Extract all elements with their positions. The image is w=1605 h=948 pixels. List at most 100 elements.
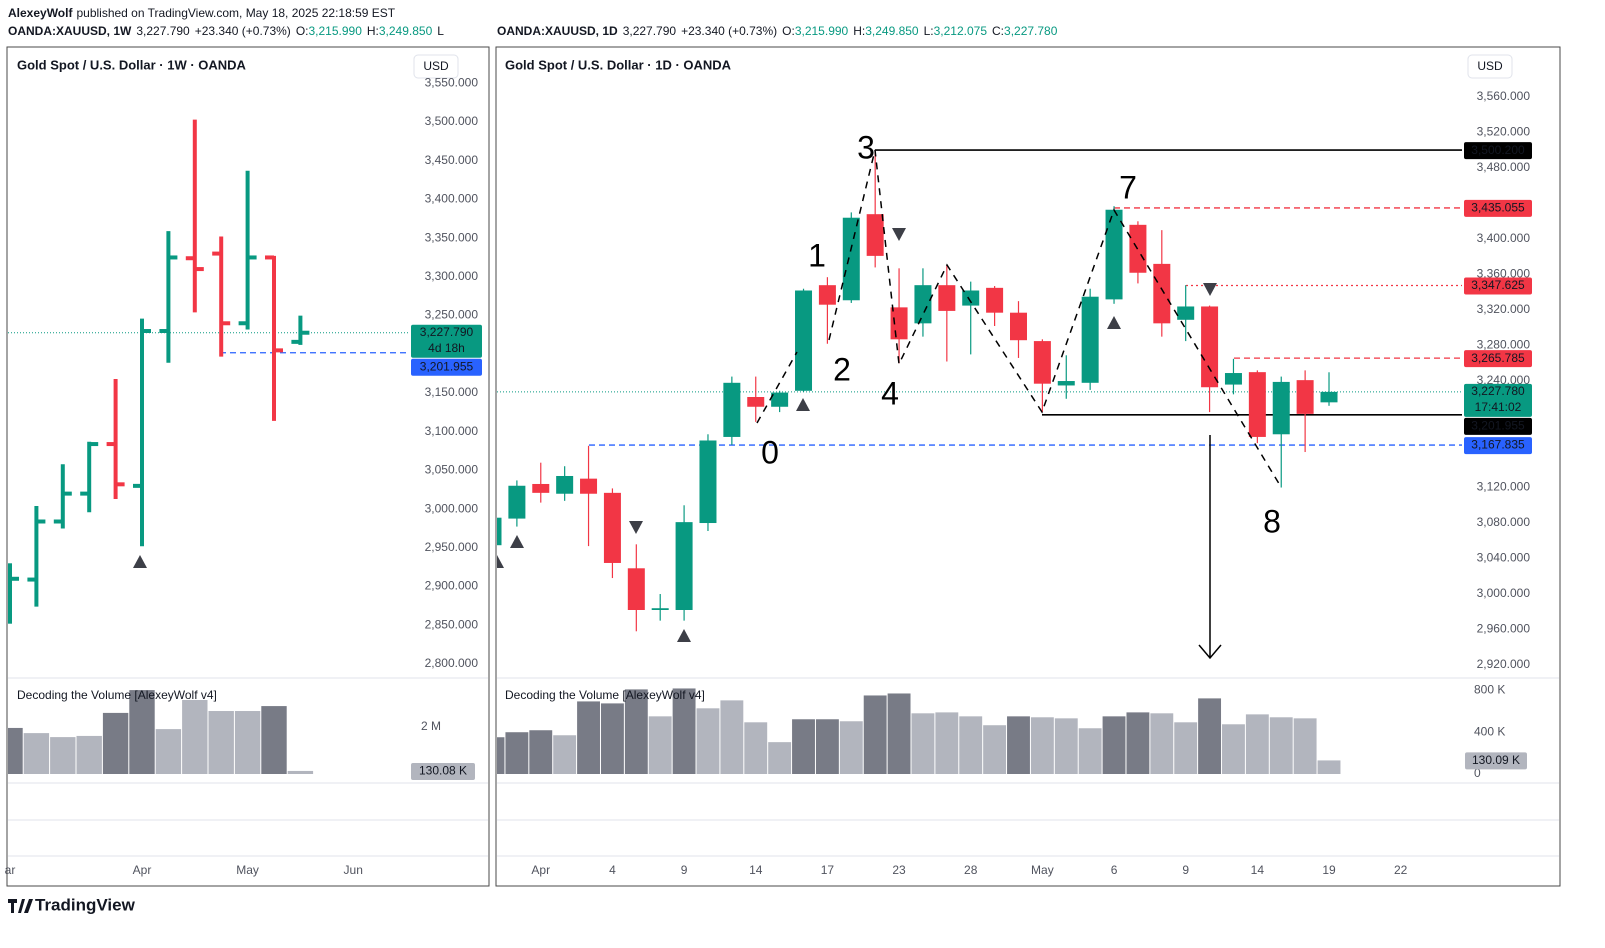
candle-body [1081, 296, 1099, 383]
candle-body [723, 382, 741, 437]
x-tick-label: May [236, 863, 259, 877]
y-tick-label: 3,240.000 [1477, 373, 1531, 387]
volume-bar [23, 733, 50, 774]
y-tick-label: 2,900.000 [425, 579, 479, 593]
legend-item: L [437, 24, 444, 38]
y-tick-label: 3,000.000 [425, 501, 479, 515]
y-tick-label: 3,520.000 [1477, 125, 1531, 139]
volume-bar [1293, 718, 1317, 774]
volume-bar [505, 732, 529, 774]
y-tick-label: 2,800.000 [425, 656, 479, 670]
volume-bar [261, 706, 287, 774]
x-tick-label: 22 [1394, 863, 1408, 877]
countdown-label: 4d 18h [428, 341, 465, 355]
volume-bar [768, 742, 792, 774]
target-arrow [1198, 435, 1222, 660]
volume-tick-label: 800 K [1474, 683, 1505, 697]
candle-body [1057, 381, 1075, 386]
volume-bar [529, 730, 553, 774]
y-tick-label: 3,450.000 [425, 153, 479, 167]
x-tick-label: 14 [1251, 863, 1265, 877]
y-tick-label: 2,950.000 [425, 540, 479, 554]
volume-bar [1126, 712, 1150, 774]
legend-item: +23.340 (+0.73%) [195, 24, 291, 38]
symbol-legend: OANDA:XAUUSD, 1W 3,227.790 +23.340 (+0.73%… [8, 24, 444, 38]
x-tick-label: 23 [892, 863, 906, 877]
volume-bar [983, 725, 1007, 774]
candle-body [1105, 209, 1123, 300]
y-tick-label: 3,480.000 [1477, 160, 1531, 174]
volume-tick-label: 400 K [1474, 724, 1505, 738]
countdown-label: 17:41:02 [1475, 400, 1522, 414]
published: published on TradingView.com, May 18, 20… [76, 6, 395, 20]
y-tick-label: 3,120.000 [1477, 480, 1531, 494]
volume-bar [1198, 698, 1222, 774]
volume-bar [720, 700, 744, 774]
candle-body [651, 608, 669, 610]
candle-body [675, 522, 693, 610]
legend-item: 3,215.990 [308, 24, 362, 38]
candle-body [842, 217, 860, 301]
y-tick-label: 3,360.000 [1477, 267, 1531, 281]
candle-body [890, 307, 908, 340]
volume-bar [102, 712, 129, 774]
volume-bar [1102, 716, 1126, 774]
candle-body [1272, 381, 1290, 435]
candle-body [1177, 306, 1195, 320]
candle-body [532, 483, 550, 493]
candle-body [962, 290, 980, 306]
x-tick-label: 28 [964, 863, 978, 877]
wave-label: 4 [881, 375, 899, 411]
volume-bar [863, 695, 887, 774]
volume-bar [1222, 724, 1245, 774]
volume-bar [744, 722, 768, 774]
x-tick-label: ar [5, 863, 16, 877]
candle-body [1033, 341, 1051, 384]
x-tick-label: 4 [609, 863, 616, 877]
price-tag [1464, 350, 1532, 368]
brand-name: TradingView [35, 895, 136, 914]
signal-down [892, 228, 906, 241]
currency: USD [1477, 59, 1503, 73]
currency-box [413, 54, 459, 79]
candle-body [556, 475, 574, 494]
legend-item: 3,227.790 [136, 24, 190, 38]
volume-bar [935, 712, 959, 774]
x-tick-label: 9 [681, 863, 688, 877]
last-price-tag [1464, 383, 1532, 417]
volume-bar [8, 727, 23, 774]
y-tick-label: 3,550.000 [425, 75, 479, 89]
y-tick-label: 3,080.000 [1477, 515, 1531, 529]
candle-body [1248, 372, 1266, 437]
chart-title: Gold Spot / U.S. Dollar · 1D · OANDA [505, 57, 732, 72]
price-tag-label: 3,201.955 [1471, 419, 1525, 433]
volume-bar [887, 693, 911, 774]
candle-body [914, 285, 932, 324]
x-tick-label: 14 [749, 863, 763, 877]
candle-body [497, 517, 502, 546]
volume-bar [1174, 722, 1198, 774]
chart-title: Gold Spot / U.S. Dollar · 1W · OANDA [17, 57, 247, 72]
volume-pane [8, 690, 314, 774]
legend-item: C: [992, 24, 1004, 38]
volume-bar [648, 716, 672, 774]
volume-tag-label: 130.08 K [419, 764, 467, 778]
last-price-label: 3,227.780 [1471, 384, 1525, 398]
wave-label: 2 [833, 351, 851, 387]
volume-bar [1007, 716, 1030, 774]
y-tick-label: 3,050.000 [425, 463, 479, 477]
brand-logo [8, 899, 33, 913]
x-tick-label: Jun [344, 863, 363, 877]
signal-up [510, 535, 524, 548]
volume-bar [155, 729, 182, 774]
price-tag-label: 3,167.835 [1471, 438, 1525, 452]
candle-body [866, 214, 884, 256]
volume-bar [76, 735, 102, 774]
volume-tag-label: 130.09 K [1472, 753, 1520, 767]
legend-item: +23.340 (+0.73%) [681, 24, 777, 38]
legend-item: L: [924, 24, 934, 38]
legend-item: OANDA:XAUUSD, 1D [497, 24, 618, 38]
x-tick-label: 19 [1322, 863, 1336, 877]
volume-pane [497, 688, 1341, 774]
author: AlexeyWolf [8, 6, 73, 20]
